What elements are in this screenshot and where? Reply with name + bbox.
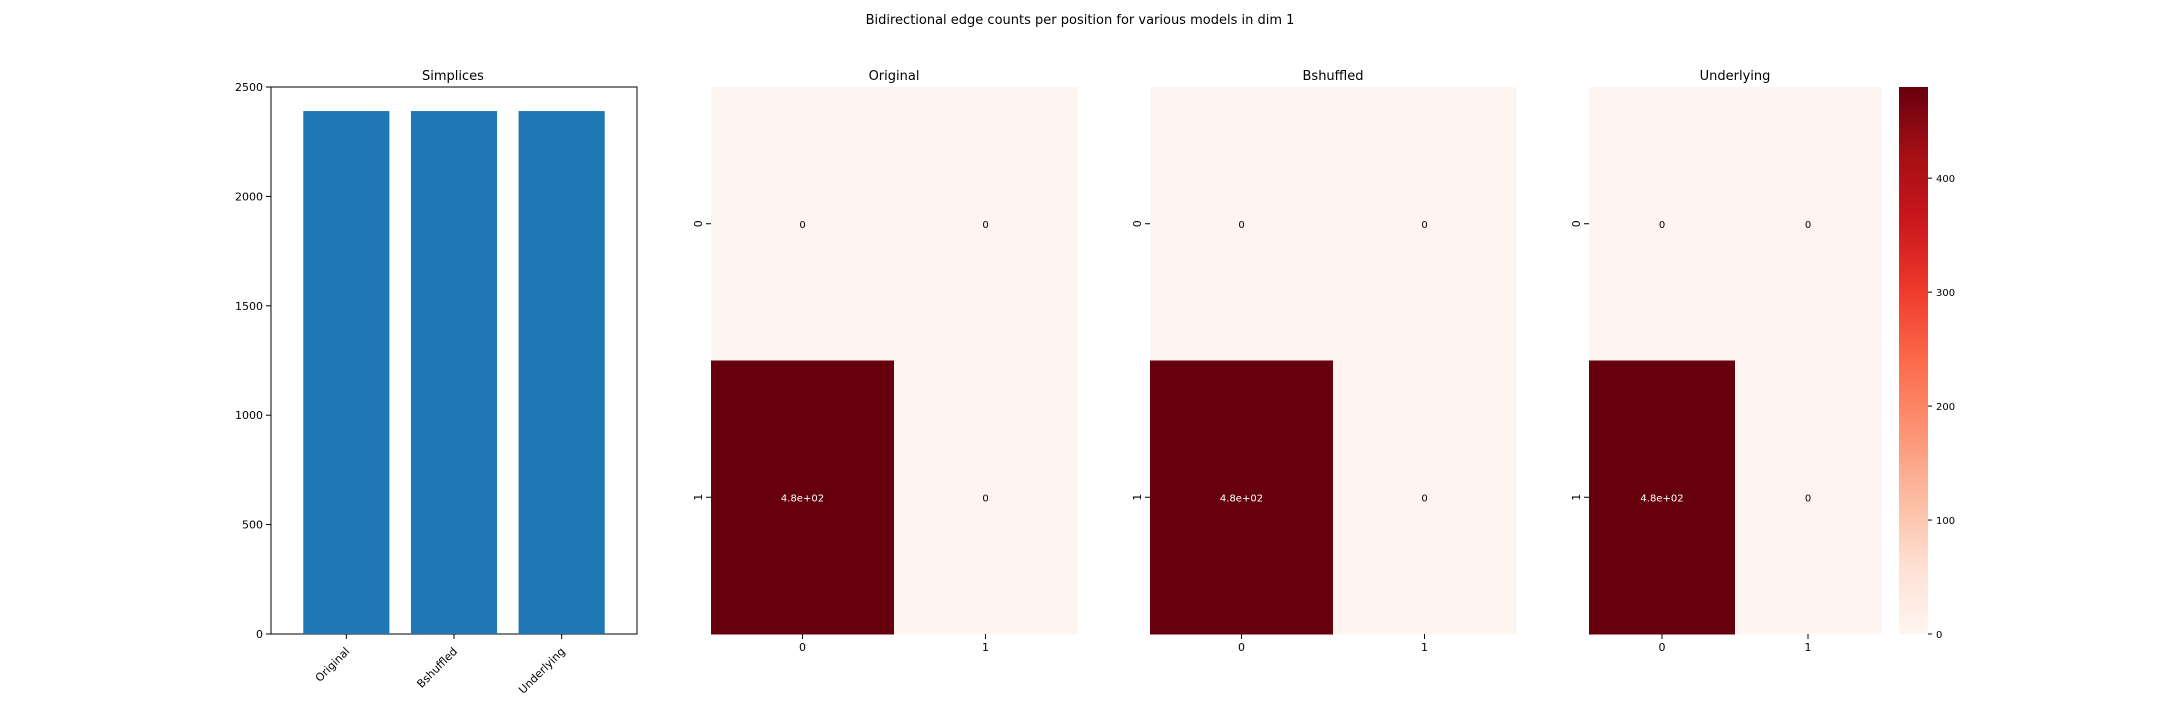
bar-chart-title: Simplices — [422, 69, 484, 84]
heatmap-cell-label: 0 — [982, 493, 988, 504]
heatmap-cell-label: 0 — [799, 220, 805, 231]
heatmap-cell-label: 0 — [1805, 493, 1811, 504]
bar-ytick-label: 2500 — [235, 81, 263, 94]
heatmap-title-bshuffled: Bshuffled — [1303, 69, 1364, 84]
underlying-heatmap: Underlying 0 0 4.8e+02 0 0 1 0 1 — [1570, 69, 1882, 654]
colorbar-tick-label: 300 — [1936, 288, 1955, 299]
bar-xtick-label: Underlying — [516, 645, 568, 697]
heatmap-xtick-label: 0 — [1659, 641, 1666, 654]
heatmap-ytick-label: 1 — [692, 494, 705, 501]
heatmap-cell-label: 4.8e+02 — [781, 493, 824, 504]
heatmap-xtick-label: 1 — [1805, 641, 1812, 654]
figure-title: Bidirectional edge counts per position f… — [866, 13, 1295, 28]
heatmap-cell-label: 4.8e+02 — [1640, 493, 1683, 504]
colorbar-tick-label: 200 — [1936, 402, 1955, 413]
heatmap-cell — [1333, 87, 1517, 361]
colorbar-tick-label: 100 — [1936, 516, 1955, 527]
heatmap-cell — [894, 360, 1078, 635]
heatmap-ytick-label: 0 — [692, 220, 705, 227]
bar-underlying — [518, 111, 605, 635]
heatmap-cell-label: 0 — [1238, 220, 1244, 231]
bar-ytick-label: 500 — [242, 519, 263, 532]
heatmap-xtick-label: 1 — [1421, 641, 1428, 654]
heatmap-xtick-label: 1 — [982, 641, 989, 654]
heatmap-cell — [1333, 360, 1517, 635]
bar-ytick-label: 2000 — [235, 190, 263, 203]
original-heatmap: Original 0 0 4.8e+02 0 0 1 0 1 — [692, 69, 1078, 654]
heatmap-cell — [1589, 360, 1736, 635]
heatmap-cell-label: 0 — [1659, 220, 1665, 231]
heatmap-ytick-label: 0 — [1131, 220, 1144, 227]
bar-ytick-label: 0 — [256, 628, 263, 641]
bar-xtick-label: Original — [313, 645, 353, 685]
heatmap-cell — [894, 87, 1078, 361]
bshuffled-heatmap: Bshuffled 0 0 4.8e+02 0 0 1 0 1 — [1131, 69, 1517, 654]
bar-xtick-label: Bshuffled — [414, 645, 460, 691]
heatmap-ytick-label: 1 — [1570, 494, 1583, 501]
heatmap-cell — [711, 87, 895, 361]
heatmap-cell-label: 0 — [1805, 220, 1811, 231]
heatmap-cell-label: 4.8e+02 — [1220, 493, 1263, 504]
bar-ytick-label: 1000 — [235, 409, 263, 422]
heatmap-title-underlying: Underlying — [1700, 69, 1771, 84]
heatmap-xtick-label: 0 — [799, 641, 806, 654]
heatmap-title-original: Original — [869, 69, 920, 84]
heatmap-cell — [1150, 360, 1334, 635]
heatmap-cell — [711, 360, 895, 635]
heatmap-cell-label: 0 — [1421, 493, 1427, 504]
heatmap-ytick-label: 0 — [1570, 220, 1583, 227]
heatmap-cell — [1735, 360, 1882, 635]
colorbar-tick-label: 400 — [1936, 174, 1955, 185]
bar-ytick-label: 1500 — [235, 300, 263, 313]
heatmap-cell — [1589, 87, 1736, 361]
bar-original — [303, 111, 390, 635]
heatmap-ytick-label: 1 — [1131, 494, 1144, 501]
colorbar-gradient — [1899, 87, 1928, 634]
heatmap-xtick-label: 0 — [1238, 641, 1245, 654]
heatmap-cell-label: 0 — [1421, 220, 1427, 231]
heatmap-cell-label: 0 — [982, 220, 988, 231]
simplices-bar-chart: Simplices 0 500 1000 1500 2000 2500 Original Bs… — [235, 69, 638, 697]
heatmap-cell — [1735, 87, 1882, 361]
colorbar: 0 100 200 300 400 — [1899, 87, 1955, 641]
colorbar-tick-label: 0 — [1936, 630, 1942, 641]
bar-bshuffled — [410, 111, 498, 635]
heatmap-cell — [1150, 87, 1334, 361]
